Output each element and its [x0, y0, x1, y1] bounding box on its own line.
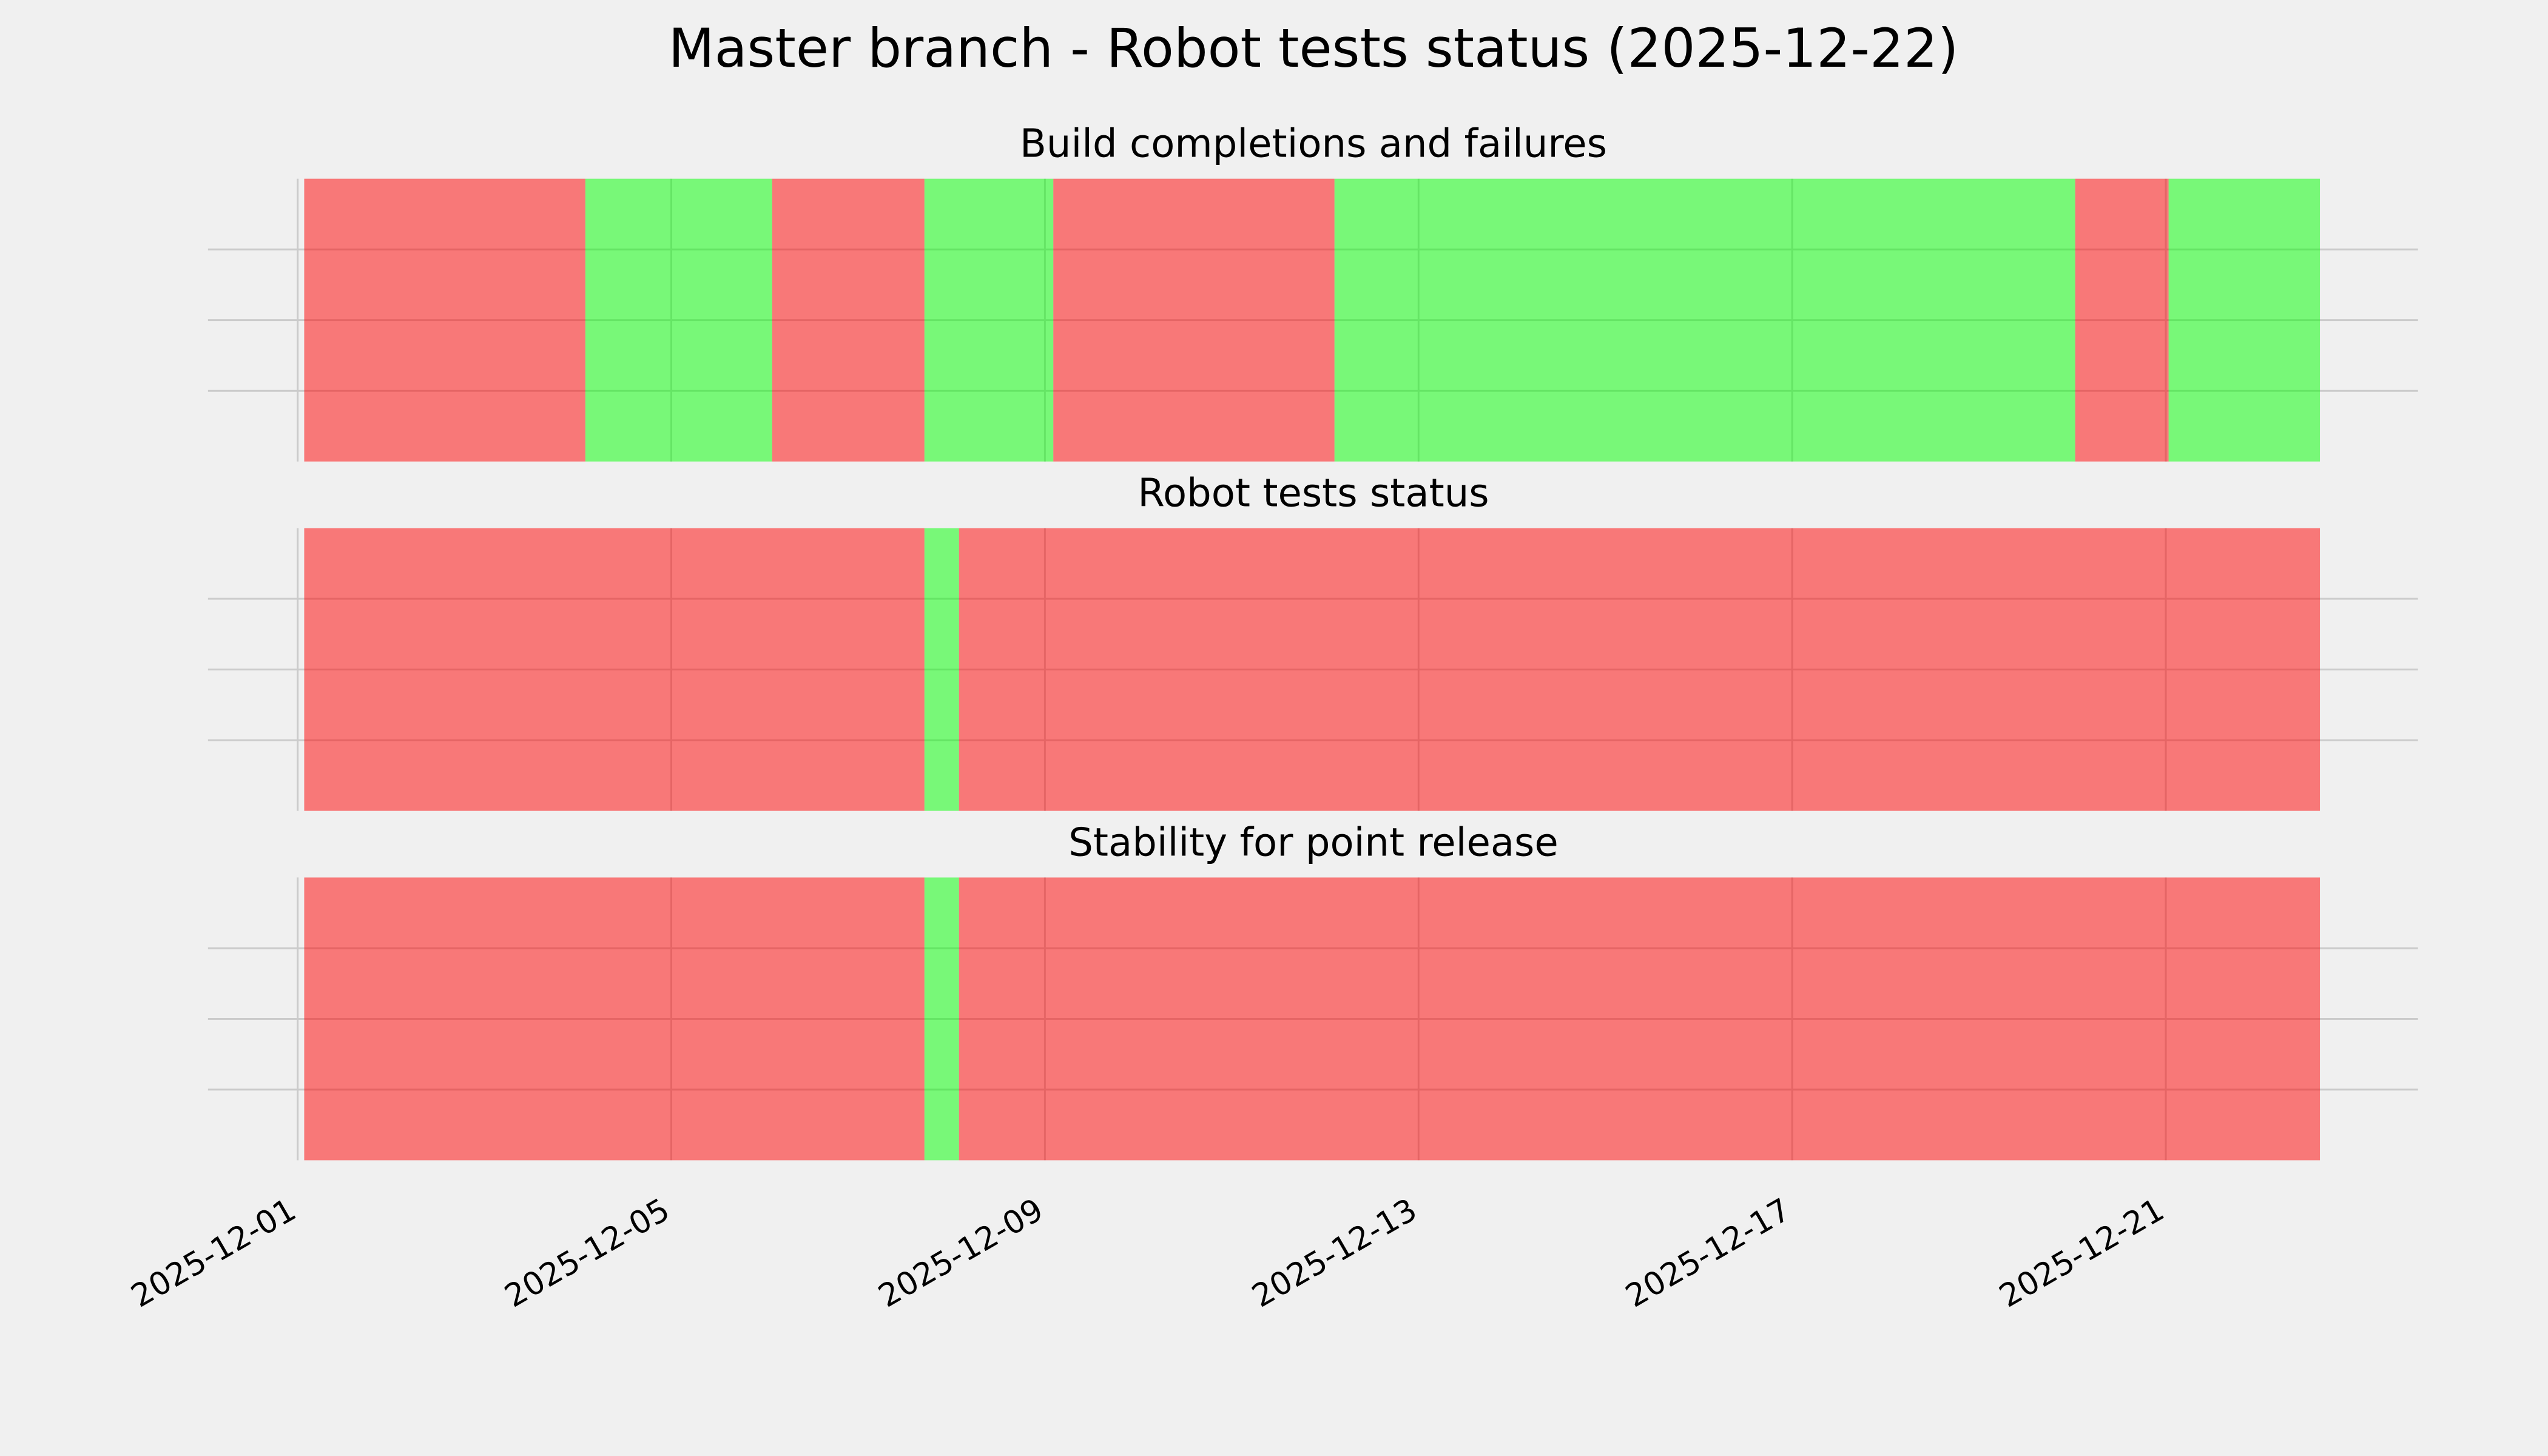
status-span [304, 178, 585, 462]
status-span [1053, 178, 1335, 462]
x-tick-label: 2025-12-21 [1994, 1191, 2171, 1315]
status-span [772, 178, 925, 462]
status-span [924, 528, 959, 811]
chart-title: Master branch - Robot tests status (2025… [669, 17, 1959, 79]
panel-title: Robot tests status [1138, 471, 1489, 516]
status-span [959, 877, 2320, 1161]
panel-title: Stability for point release [1068, 820, 1559, 865]
status-span [304, 528, 925, 811]
x-tick-label: 2025-12-01 [125, 1191, 302, 1315]
x-tick-label: 2025-12-13 [1246, 1191, 1423, 1315]
status-span [585, 178, 772, 462]
status-span [2168, 178, 2320, 462]
status-span [959, 528, 2320, 811]
x-tick-label: 2025-12-09 [872, 1191, 1050, 1315]
panel-title: Build completions and failures [1020, 122, 1607, 167]
status-span [924, 877, 959, 1161]
status-span [2075, 178, 2169, 462]
status-span [1334, 178, 2075, 462]
status-span [924, 178, 1054, 462]
x-tick-label: 2025-12-05 [499, 1191, 676, 1315]
status-span [304, 877, 925, 1161]
x-tick-label: 2025-12-17 [1620, 1191, 1797, 1315]
